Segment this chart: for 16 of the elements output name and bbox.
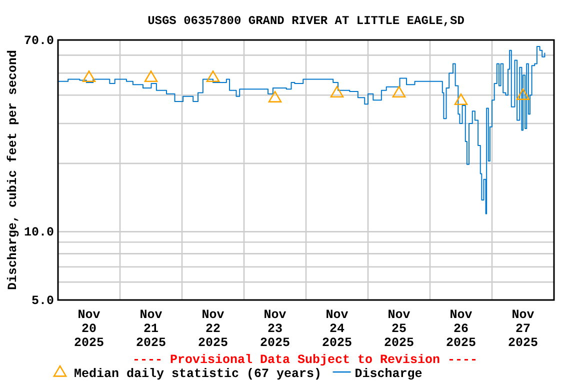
legend-label: Discharge [354, 367, 422, 381]
x-tick-label: Nov 27 2025 [508, 308, 538, 350]
x-tick-label: Nov 22 2025 [198, 308, 228, 350]
x-tick-label: Nov 25 2025 [384, 308, 414, 350]
chart-title: USGS 06357800 GRAND RIVER AT LITTLE EAGLE,SD [148, 14, 464, 28]
x-tick-label: Nov 23 2025 [260, 308, 290, 350]
x-tick-label: Nov 26 2025 [446, 308, 476, 350]
y-axis-title: Discharge, cubic feet per second [6, 50, 20, 290]
y-tick-label: 10.0 [24, 226, 54, 240]
text: ---- Provisional Data Subject to Revision ---- [132, 353, 478, 367]
x-tick-label: Nov 21 2025 [136, 308, 166, 350]
y-tick-label: 70.0 [24, 34, 54, 48]
x-tick-label: Nov 20 2025 [74, 308, 104, 350]
legend-label: Median daily statistic (67 years) [74, 367, 322, 381]
y-tick-label: 5.0 [31, 294, 54, 308]
x-tick-label: Nov 24 2025 [322, 308, 352, 350]
